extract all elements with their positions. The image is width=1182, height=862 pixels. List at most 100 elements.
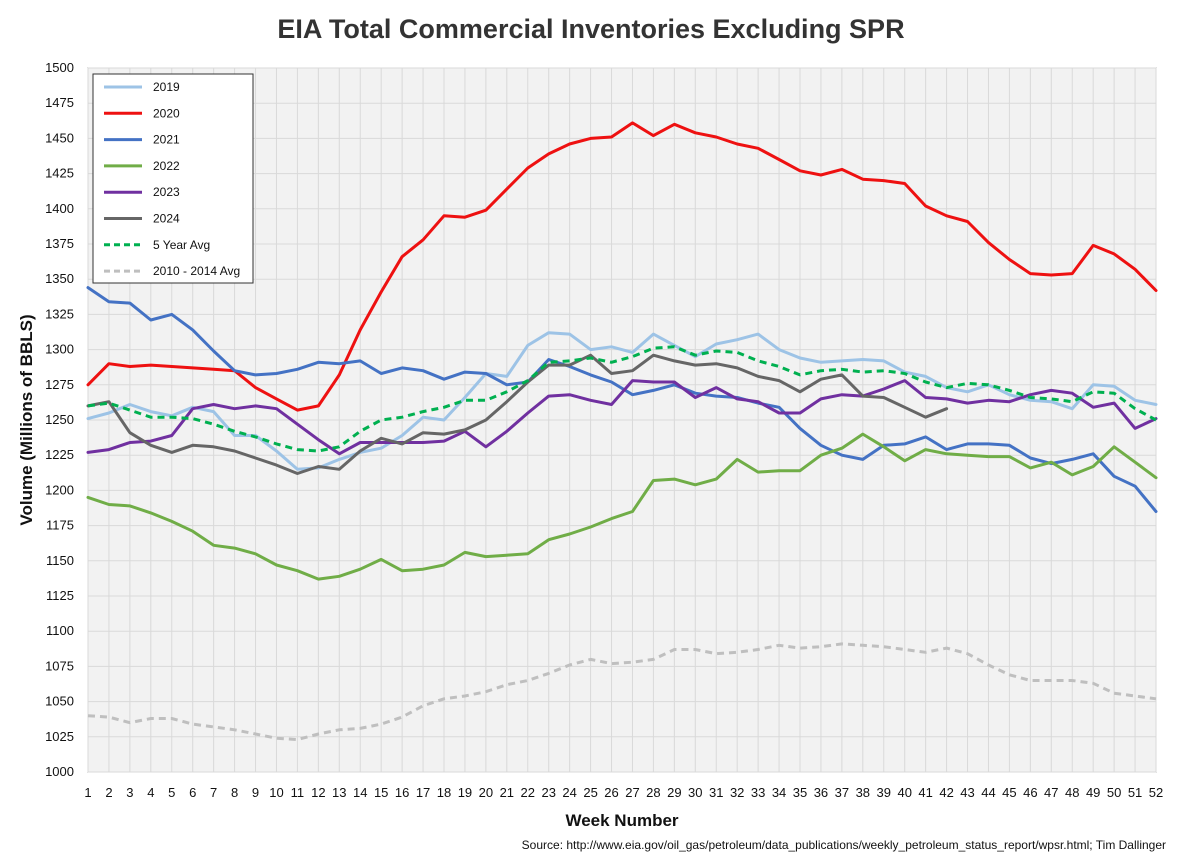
- x-tick-label: 5: [168, 785, 175, 800]
- y-tick-label: 1025: [45, 729, 74, 744]
- x-tick-label: 47: [1044, 785, 1058, 800]
- y-tick-label: 1450: [45, 130, 74, 145]
- legend-label-2021: 2021: [153, 133, 180, 147]
- x-tick-label: 17: [416, 785, 430, 800]
- x-tick-label: 52: [1149, 785, 1163, 800]
- x-tick-label: 50: [1107, 785, 1121, 800]
- y-tick-label: 1500: [45, 60, 74, 75]
- x-tick-label: 25: [583, 785, 597, 800]
- series-line-2021: [86, 286, 1158, 513]
- x-tick-label: 32: [730, 785, 744, 800]
- x-tick-label: 37: [835, 785, 849, 800]
- x-tick-label: 12: [311, 785, 325, 800]
- legend-label-2024: 2024: [153, 212, 180, 226]
- x-tick-label: 20: [479, 785, 493, 800]
- series-line-2019: [86, 331, 1158, 471]
- x-tick-label: 51: [1128, 785, 1142, 800]
- y-tick-label: 1275: [45, 377, 74, 392]
- x-tick-label: 42: [939, 785, 953, 800]
- x-tick-label: 45: [1002, 785, 1016, 800]
- y-tick-label: 1300: [45, 342, 74, 357]
- source-note: Source: http://www.eia.gov/oil_gas/petro…: [521, 838, 1166, 852]
- y-tick-label: 1425: [45, 166, 74, 181]
- y-tick-label: 1125: [46, 588, 74, 603]
- x-tick-label: 14: [353, 785, 367, 800]
- series-line-2010-2014-avg: [87, 642, 1157, 742]
- x-tick-label: 7: [210, 785, 217, 800]
- x-tick-label: 15: [374, 785, 388, 800]
- x-tick-label: 26: [604, 785, 618, 800]
- y-tick-label: 1475: [45, 95, 74, 110]
- x-tick-label: 13: [332, 785, 346, 800]
- x-tick-label: 21: [500, 785, 514, 800]
- y-tick-label: 1350: [45, 271, 74, 286]
- legend-label-2020: 2020: [153, 106, 180, 120]
- y-tick-label: 1175: [46, 518, 74, 533]
- y-tick-label: 1100: [46, 623, 74, 638]
- x-tick-label: 2: [105, 785, 112, 800]
- x-tick-label: 41: [918, 785, 932, 800]
- y-tick-label: 1150: [46, 553, 74, 568]
- y-axis-ticks: 1000 1025 1050 1075 1100 1125 1150 1175 1200 1225…: [45, 60, 74, 779]
- y-axis-label: Volume (Millions of BBLS): [17, 314, 36, 525]
- y-tick-label: 1325: [45, 306, 74, 321]
- legend-label-2023: 2023: [153, 185, 180, 199]
- x-tick-label: 16: [395, 785, 409, 800]
- series-line-5-year-avg: [87, 345, 1157, 453]
- y-tick-label: 1050: [45, 694, 74, 709]
- x-tick-label: 9: [252, 785, 259, 800]
- x-tick-label: 3: [126, 785, 133, 800]
- x-tick-label: 39: [877, 785, 891, 800]
- legend: 2019 2020 2021 2022 2023 2024 5 Year Avg 2010 -…: [92, 73, 254, 284]
- series-line-2023: [86, 379, 1158, 456]
- legend-label-2019: 2019: [153, 80, 180, 94]
- series-lines: [86, 121, 1158, 742]
- x-tick-label: 8: [231, 785, 238, 800]
- x-axis-label: Week Number: [565, 811, 678, 830]
- x-tick-label: 11: [291, 785, 305, 800]
- x-tick-label: 19: [458, 785, 472, 800]
- legend-label-2010-2014-avg: 2010 - 2014 Avg: [153, 264, 240, 278]
- x-tick-label: 23: [541, 785, 555, 800]
- series-line-2022: [86, 432, 1158, 581]
- chart-title: EIA Total Commercial Inventories Excludi…: [277, 14, 905, 44]
- x-tick-label: 29: [667, 785, 681, 800]
- x-tick-label: 30: [688, 785, 702, 800]
- x-tick-label: 31: [709, 785, 723, 800]
- x-tick-label: 40: [897, 785, 911, 800]
- x-tick-label: 22: [521, 785, 535, 800]
- x-axis-ticks: 1 2 3 4 5 6 7 8 9 10 11 12 13 14 15 16 17 18 19 20 21 22 23 24 2…: [84, 785, 1163, 800]
- x-tick-label: 10: [269, 785, 283, 800]
- legend-label-2022: 2022: [153, 159, 180, 173]
- x-tick-label: 35: [793, 785, 807, 800]
- x-tick-label: 46: [1023, 785, 1037, 800]
- x-tick-label: 6: [189, 785, 196, 800]
- y-tick-label: 1375: [45, 236, 74, 251]
- y-tick-label: 1400: [45, 201, 74, 216]
- legend-box: [92, 73, 254, 284]
- legend-label-5-year-avg: 5 Year Avg: [153, 238, 210, 252]
- x-tick-label: 38: [856, 785, 870, 800]
- gridlines: [87, 67, 1157, 773]
- x-tick-label: 18: [437, 785, 451, 800]
- x-tick-label: 34: [772, 785, 786, 800]
- x-tick-label: 1: [84, 785, 91, 800]
- x-tick-label: 4: [147, 785, 154, 800]
- x-tick-label: 48: [1065, 785, 1079, 800]
- x-tick-label: 36: [814, 785, 828, 800]
- x-tick-label: 24: [562, 785, 576, 800]
- series-line-2020: [86, 121, 1158, 412]
- y-tick-label: 1200: [45, 482, 74, 497]
- x-tick-label: 43: [960, 785, 974, 800]
- y-tick-label: 1000: [45, 764, 74, 779]
- x-tick-label: 49: [1086, 785, 1100, 800]
- x-tick-label: 44: [981, 785, 995, 800]
- y-tick-label: 1250: [45, 412, 74, 427]
- y-tick-label: 1225: [45, 447, 74, 462]
- x-tick-label: 27: [625, 785, 639, 800]
- x-tick-label: 33: [751, 785, 765, 800]
- y-tick-label: 1075: [45, 658, 74, 673]
- x-tick-label: 28: [646, 785, 660, 800]
- series-line-2024: [86, 353, 949, 475]
